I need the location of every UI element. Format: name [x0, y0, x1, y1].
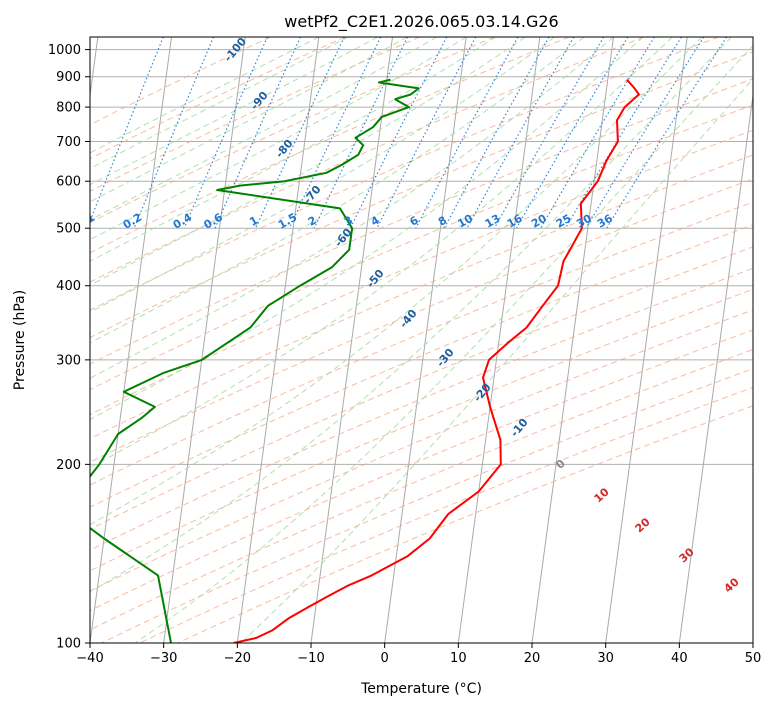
x-tick-label: 40 — [671, 651, 688, 666]
y-tick-label: 700 — [56, 135, 81, 150]
x-tick-label: −30 — [150, 651, 177, 666]
y-tick-label: 400 — [56, 279, 81, 294]
x-tick-label: 20 — [524, 651, 541, 666]
y-tick-label: 1000 — [48, 43, 81, 58]
y-tick-label: 200 — [56, 458, 81, 473]
x-tick-label: 50 — [745, 651, 762, 666]
y-tick-label: 800 — [56, 101, 81, 116]
x-tick-label: 30 — [597, 651, 614, 666]
y-tick-label: 100 — [56, 637, 81, 652]
y-tick-label: 900 — [56, 70, 81, 85]
x-tick-label: −10 — [297, 651, 324, 666]
x-tick-label: 10 — [450, 651, 467, 666]
x-tick-label: 0 — [381, 651, 389, 666]
y-tick-label: 500 — [56, 222, 81, 237]
y-axis-label: Pressure (hPa) — [12, 290, 28, 390]
x-axis-label: Temperature (°C) — [360, 681, 482, 697]
x-tick-label: −40 — [76, 651, 103, 666]
chart-title: wetPf2_C2E1.2026.065.03.14.G26 — [284, 12, 558, 32]
y-tick-label: 600 — [56, 175, 81, 190]
x-tick-label: −20 — [224, 651, 251, 666]
y-tick-label: 300 — [56, 353, 81, 368]
